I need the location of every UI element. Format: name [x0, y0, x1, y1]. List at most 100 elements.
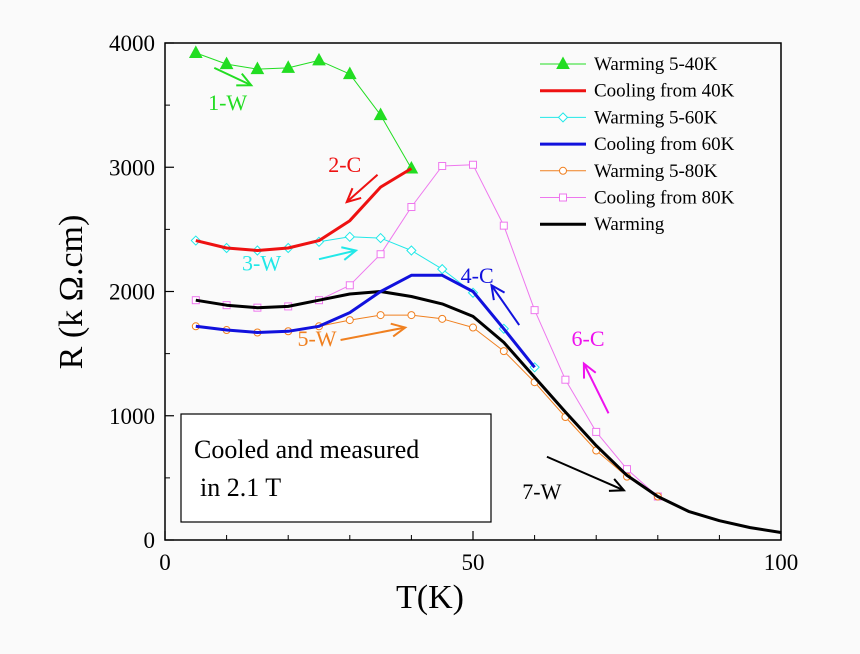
annotation-arrow [340, 326, 406, 341]
y-tick-label: 1000 [109, 404, 155, 429]
annotation-arrowhead [236, 72, 254, 87]
legend-label: Cooling from 60K [594, 134, 735, 155]
y-tick-label: 0 [144, 528, 156, 553]
series-group [188, 45, 782, 534]
annotation-arrowhead [490, 283, 506, 301]
annotation-3-w: 3-W [242, 246, 359, 275]
legend-entry: Warming 5-80K [540, 161, 718, 182]
data-point [436, 263, 448, 275]
annotation-arrow [582, 363, 610, 414]
data-point [342, 66, 357, 80]
data-point [219, 56, 234, 70]
data-point [438, 162, 447, 171]
data-point [561, 375, 570, 384]
data-point [499, 347, 508, 356]
annotation-arrowhead [582, 361, 597, 379]
data-point [344, 231, 356, 243]
info-box-frame [180, 413, 492, 523]
annotation-label: 3-W [242, 250, 281, 275]
series-cooling-from-60k [195, 273, 536, 369]
y-tick-label: 2000 [109, 280, 155, 305]
legend-label: Warming [594, 214, 665, 235]
legend-label: Warming 5-60K [594, 107, 718, 128]
data-point [469, 160, 477, 169]
annotations-group: 1-W 2-C 3-W 4-C 5-W 6-C 7-W [208, 66, 627, 504]
series-line [195, 52, 412, 169]
annotation-6-c: 6-C [572, 326, 610, 414]
series-warming [195, 290, 782, 534]
data-point [250, 61, 265, 75]
annotation-arrow [346, 173, 379, 203]
x-tick-label: 50 [462, 550, 485, 575]
legend-marker [559, 166, 567, 175]
series-line [195, 290, 782, 534]
data-point [376, 250, 385, 259]
legend-entry: Cooling from 80K [540, 188, 735, 209]
series-line [195, 167, 413, 252]
legend-entry: Warming 5-60K [540, 107, 718, 128]
data-point [407, 203, 416, 212]
data-point [373, 107, 388, 121]
info-box-line-2: in 2.1 T [200, 473, 281, 502]
legend-marker [559, 193, 567, 202]
legend-label: Warming 5-40K [594, 54, 718, 75]
data-point [376, 311, 385, 320]
annotation-label: 6-C [572, 326, 605, 351]
annotation-arrow [546, 455, 625, 492]
series-line [195, 273, 536, 369]
annotation-arrowhead [345, 187, 362, 204]
y-tick-label: 3000 [109, 155, 155, 180]
data-point [406, 245, 417, 256]
data-point [345, 316, 354, 325]
data-point [375, 232, 386, 244]
annotation-label: 1-W [208, 90, 247, 115]
info-box: Cooled and measured in 2.1 T [180, 413, 492, 523]
data-point [407, 311, 416, 320]
annotation-label: 5-W [297, 326, 336, 351]
annotation-label: 2-C [328, 152, 361, 177]
legend-marker [557, 112, 569, 123]
legend-marker [556, 56, 570, 69]
legend-entry: Warming [540, 214, 665, 235]
x-tick-label: 0 [159, 550, 171, 575]
legend: Warming 5-40K Cooling from 40K Warming 5-6… [540, 54, 735, 235]
data-point [190, 235, 202, 246]
legend-label: Cooling from 40K [594, 81, 735, 102]
data-point [345, 281, 354, 290]
annotation-7-w: 7-W [522, 455, 627, 504]
data-point [281, 60, 296, 73]
legend-label: Warming 5-80K [594, 161, 718, 182]
annotation-2-c: 2-C [328, 152, 379, 204]
legend-entry: Cooling from 60K [540, 134, 735, 155]
data-point [469, 323, 477, 332]
annotation-arrowhead [608, 478, 627, 492]
series-warming-5-40k [188, 45, 419, 174]
annotation-arrowhead [341, 246, 359, 261]
legend-entry: Warming 5-40K [540, 54, 718, 75]
annotation-arrow [318, 249, 357, 261]
info-box-line-1: Cooled and measured [194, 435, 419, 464]
y-axis-title: R (k Ω.cm) [53, 215, 90, 370]
annotation-5-w: 5-W [297, 322, 408, 351]
legend-entry: Cooling from 40K [540, 81, 735, 102]
x-axis-title: T(K) [396, 579, 464, 616]
y-tick-label: 4000 [109, 31, 155, 56]
annotation-arrow [490, 284, 521, 326]
data-point [312, 52, 326, 66]
annotation-4-c: 4-C [461, 263, 521, 326]
annotation-1-w: 1-W [208, 66, 254, 115]
annotation-arrow [213, 66, 252, 87]
annotation-label: 4-C [461, 263, 494, 288]
annotation-label: 7-W [522, 479, 561, 504]
annotation-arrowhead [390, 322, 408, 338]
data-point [592, 427, 601, 436]
x-tick-label: 100 [764, 550, 799, 575]
data-point [188, 45, 203, 58]
series-cooling-from-40k [195, 167, 413, 252]
data-point [438, 314, 447, 323]
data-point [530, 306, 539, 315]
legend-label: Cooling from 80K [594, 188, 735, 209]
data-point [499, 221, 508, 230]
